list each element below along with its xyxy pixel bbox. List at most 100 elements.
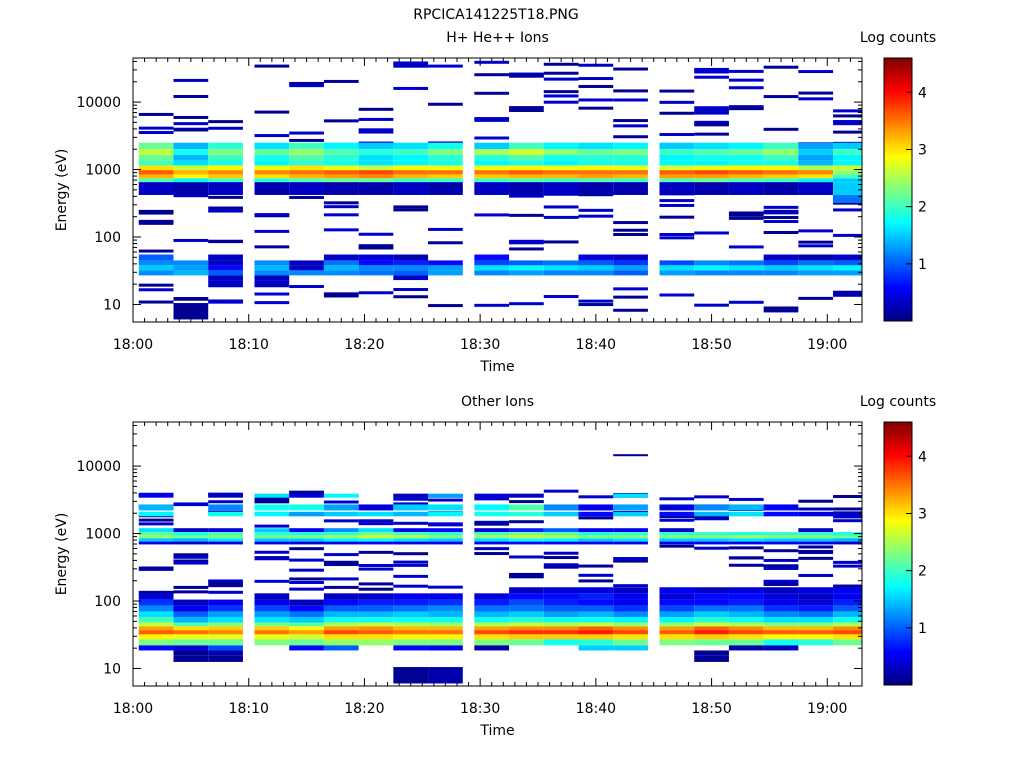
spectrogram-cell	[659, 165, 695, 171]
sparse-count-dash	[763, 309, 799, 313]
spectrogram-cell	[358, 254, 394, 261]
sparse-count-dash	[428, 102, 463, 106]
spectrogram-cell	[254, 149, 290, 155]
spectrogram-cell	[578, 538, 614, 542]
spectrogram-cell	[393, 182, 429, 195]
x-tick-label: 18:20	[344, 337, 384, 353]
sparse-count-dash	[393, 584, 429, 588]
spectrogram-cell	[694, 639, 729, 646]
spectrogram-cell	[509, 493, 544, 498]
spectrogram-cell	[694, 154, 729, 161]
sparse-count-dash	[358, 128, 394, 132]
spectrogram-cell	[798, 149, 834, 155]
spectrogram-cell	[173, 174, 209, 179]
spectrogram-cell	[543, 611, 579, 617]
spectrogram-cell	[728, 593, 764, 600]
spectrogram-cell	[798, 532, 834, 536]
spectrogram-cell	[543, 639, 579, 646]
spectrogram-cell	[833, 634, 862, 640]
spectrogram-cell	[358, 538, 394, 542]
spectrogram-cell	[798, 599, 834, 606]
sparse-count-dash	[323, 585, 359, 589]
spectrogram-cell	[138, 599, 174, 606]
spectrogram-cell	[208, 622, 243, 627]
spectrogram-cell	[763, 178, 799, 183]
sparse-count-dash	[138, 211, 174, 215]
spectrogram-cell	[763, 511, 799, 517]
spectrogram-cell	[358, 504, 394, 511]
spectrogram-cell	[613, 645, 648, 651]
sparse-count-dash	[578, 299, 614, 303]
spectrogram-cell	[509, 639, 544, 646]
spectrogram-cell	[428, 593, 463, 600]
sparse-count-dash	[509, 247, 544, 251]
spectrogram-cell	[833, 154, 862, 161]
spectrogram-cell	[428, 265, 463, 271]
spectrogram-cells	[138, 454, 862, 684]
sparse-count-dash	[173, 78, 209, 82]
spectrogram-cell	[208, 511, 243, 517]
sparse-count-dash	[358, 522, 394, 526]
spectrogram-cell	[358, 170, 394, 175]
spectrogram-cell	[543, 165, 579, 171]
sparse-count-dash	[289, 84, 324, 88]
spectrogram-cell	[138, 270, 174, 276]
spectrogram-cell	[543, 182, 579, 195]
spectrogram-cell	[694, 182, 729, 195]
sparse-count-dash	[833, 109, 862, 113]
spectrogram-cell	[173, 154, 209, 161]
spectrogram-cell	[613, 532, 648, 536]
sparse-count-dash	[694, 67, 729, 71]
sparse-count-dash	[208, 120, 243, 124]
sparse-count-dash	[798, 499, 834, 503]
spectrogram-cell	[208, 275, 243, 281]
sparse-count-dash	[323, 519, 359, 523]
spectrogram-cell	[208, 626, 243, 631]
y-tick-label: 10	[103, 661, 121, 677]
spectrogram-cell	[254, 511, 290, 517]
spectrogram-cell	[798, 160, 834, 166]
spectrogram-cell	[509, 630, 544, 635]
sparse-count-dash	[798, 507, 834, 511]
sparse-count-dash	[763, 95, 799, 99]
sparse-count-dash	[208, 195, 243, 199]
sparse-count-dash	[393, 552, 429, 556]
spectrogram-cell	[613, 142, 648, 150]
spectrogram-cell	[138, 634, 174, 640]
spectrogram-cell	[798, 605, 834, 612]
sparse-count-dash	[763, 579, 799, 583]
sparse-count-dash	[173, 561, 209, 565]
spectrogram-cell	[289, 149, 324, 155]
sparse-count-dash	[763, 549, 799, 553]
spectrogram-cell	[763, 541, 799, 545]
sparse-count-dash	[289, 568, 324, 572]
spectrogram-cell	[694, 174, 729, 179]
spectrogram-cell	[393, 178, 429, 183]
spectrogram-cell	[208, 616, 243, 623]
spectrogram-cell	[798, 626, 834, 631]
spectrogram-cell	[289, 630, 324, 635]
spectrogram-cell	[428, 541, 463, 545]
spectrogram-cell	[428, 605, 463, 612]
spectrogram-cell	[763, 626, 799, 631]
spectrogram-cell	[509, 532, 544, 536]
spectrogram-cell	[728, 587, 764, 594]
spectrogram-cell	[208, 260, 243, 266]
x-tick-label: 18:10	[229, 701, 269, 717]
sparse-count-dash	[613, 124, 648, 128]
sparse-count-dash	[173, 122, 209, 126]
spectrogram-cell	[393, 493, 429, 498]
spectrogram-cell	[509, 541, 544, 545]
spectrogram-cell	[659, 630, 695, 635]
spectrogram-cell	[763, 630, 799, 635]
spectrogram-cell	[254, 154, 290, 161]
sparse-count-dash	[509, 241, 544, 245]
spectrogram-cell	[173, 645, 209, 651]
sparse-count-dash	[578, 573, 614, 577]
spectrogram-cell	[474, 254, 510, 261]
spectrogram-cell	[428, 174, 463, 179]
sparse-count-dash	[798, 91, 834, 95]
sparse-count-dash	[509, 575, 544, 579]
spectrogram-cell	[509, 599, 544, 606]
spectrogram-cell	[393, 260, 429, 266]
